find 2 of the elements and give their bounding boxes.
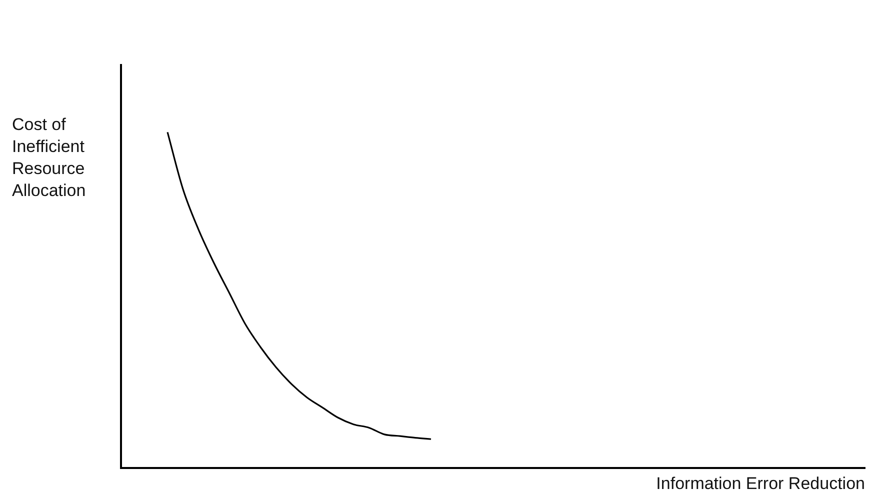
y-axis-title: Cost of Inefficient Resource Allocation bbox=[12, 114, 87, 202]
x-axis-title: Information Error Reduction bbox=[656, 474, 865, 494]
